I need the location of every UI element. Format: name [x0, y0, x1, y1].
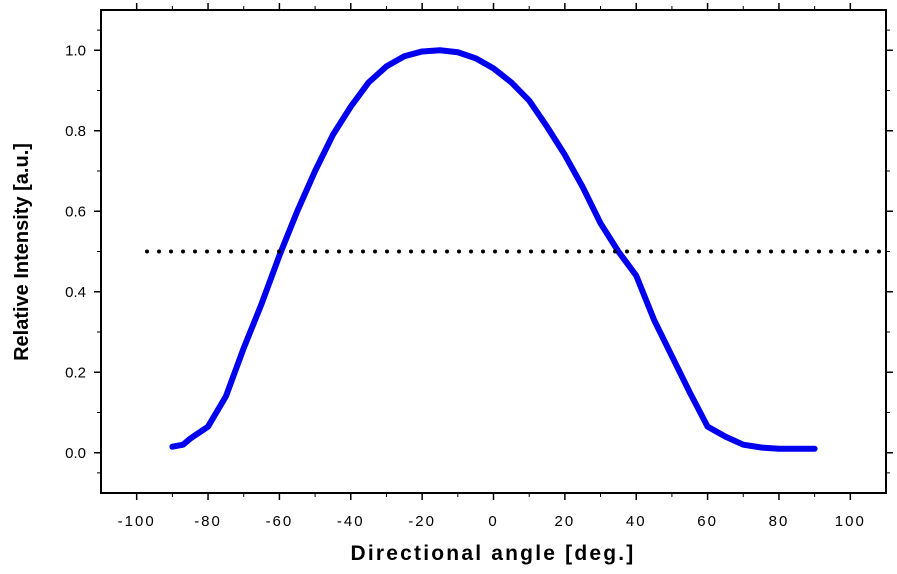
x-axis-ticks: -100 -80 -60 -40 -20 0 20 40 60 80 100 [118, 3, 866, 530]
x-tick-label: 40 [626, 513, 647, 530]
y-tick-label: 0.4 [65, 284, 86, 301]
x-tick-label: 100 [835, 513, 866, 530]
x-tick-label: -80 [194, 513, 222, 530]
intensity-curve [169, 47, 818, 452]
x-tick-label: 80 [769, 513, 790, 530]
x-tick-label: 0 [488, 513, 498, 530]
x-tick-label: -60 [266, 513, 294, 530]
data-lines [145, 47, 888, 452]
x-axis-title: Directional angle [deg.] [351, 542, 636, 565]
y-tick-label: 0.6 [65, 203, 86, 220]
y-tick-label: 1.0 [65, 42, 86, 59]
x-tick-label: -20 [408, 513, 436, 530]
y-axis-title: Relative Intensity [a.u.] [11, 143, 33, 361]
y-tick-label: 0.0 [65, 445, 86, 462]
y-tick-label: 0.2 [65, 364, 86, 381]
x-tick-label: -40 [337, 513, 365, 530]
y-tick-label: 0.8 [65, 123, 86, 140]
y-axis-ticks: 0.0 0.2 0.4 0.6 0.8 1.0 [65, 29, 893, 474]
x-tick-label: -100 [118, 513, 156, 530]
x-tick-label: 60 [697, 513, 718, 530]
x-tick-label: 20 [555, 513, 576, 530]
